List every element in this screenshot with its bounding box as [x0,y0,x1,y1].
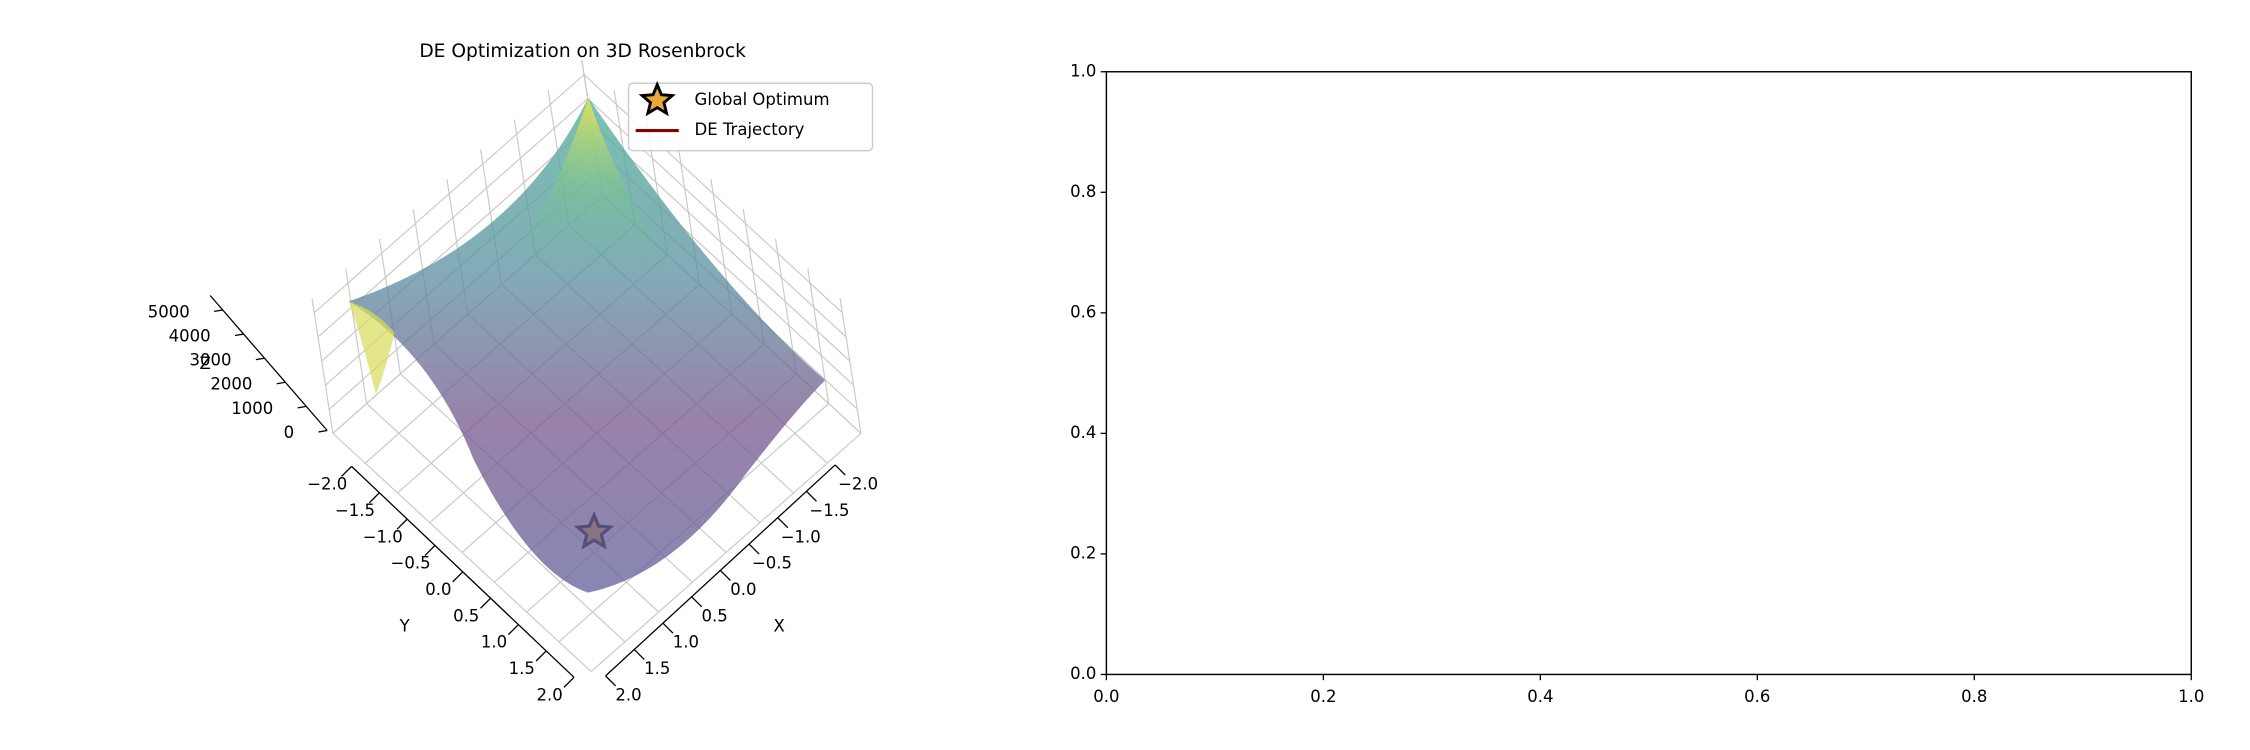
y-axis-label: Y [399,617,411,636]
y-tick-label: 0.0 [425,580,451,599]
tick [297,405,307,409]
x-axis-line [605,464,836,677]
plot-area: DE Optimization on 3D Rosenbrock −2.0 −1.… [148,41,2205,706]
z-tick-label: 3000 [189,351,231,370]
tick [691,596,703,608]
legend-box [627,82,874,152]
tick [507,624,519,636]
legend-label: Global Optimum [695,90,830,109]
grid-line [583,74,843,314]
tick [424,545,436,556]
axes-frame [1105,71,2192,676]
y-tick-label: 1.0 [481,633,507,652]
z-axis-label: Z [200,354,211,373]
axes-3d: −2.0−1.5−1.0−0.50.00.51.01.52.0−2.0−1.5−… [148,295,878,704]
tick [605,675,617,687]
y-tick-label: −0.5 [391,554,431,573]
z-axis-line [209,295,328,431]
y-tick-label: −1.0 [363,527,403,546]
grid-line [807,268,830,404]
surface-peak [348,301,395,395]
x-tick-label: −2.0 [838,475,878,494]
surface [348,97,826,593]
x-tick-label: −1.0 [781,527,821,546]
x-tick-label: 0.0 [730,580,756,599]
grid-line [313,74,585,314]
x-tick-label: 0.6 [1744,687,1770,706]
tick [213,309,223,313]
x-tick-label: 0.0 [1093,687,1119,706]
grid-line [590,432,862,673]
tick [719,569,731,581]
surface-peak [473,97,718,331]
tick [834,464,846,476]
y-tick-label: 2.0 [536,685,562,704]
y-tick-label: 0.0 [1070,664,1096,683]
x-tick-label: −1.5 [809,501,849,520]
y-axis-line [351,465,575,678]
tick [662,622,674,634]
grid-line [345,268,368,404]
z-tick-label: 2000 [210,375,252,394]
chart-title: DE Optimization on 3D Rosenbrock [419,41,746,62]
x-tick-label: 1.0 [673,633,699,652]
tick [276,381,286,385]
tick [255,357,265,361]
x-tick-label: 0.5 [702,606,728,625]
y-tick-label: 1.0 [1070,61,1096,80]
y-tick-label: −2.0 [307,475,347,494]
legend: Global Optimum DE Trajectory [627,80,874,152]
tick [535,650,547,662]
tick [234,333,244,337]
z-tick-label: 1000 [231,399,273,418]
grid-line [311,298,334,434]
z-tick-label: 4000 [169,326,211,345]
legend-label: DE Trajectory [695,120,805,139]
y-tick-label: 0.2 [1070,543,1096,562]
y-tick-label: 1.5 [509,659,535,678]
x-axis-label: X [774,617,785,636]
legend-marker [638,80,676,117]
x-tick-label: 0.8 [1961,687,1987,706]
y-tick-label: 0.4 [1070,423,1096,442]
y-tick-label: 0.6 [1070,302,1096,321]
x-tick-label: −0.5 [752,554,792,573]
x-tick-label: 0.2 [1310,687,1336,706]
z-tick-label: 0 [284,423,295,442]
x-tick-label: 1.5 [644,659,670,678]
z-tick-label: 5000 [148,302,190,321]
tick [480,597,492,609]
y-tick-label: −1.5 [335,501,375,520]
y-tick-label: 0.8 [1070,182,1096,201]
tick [452,571,464,583]
grid-line [591,122,851,362]
tick [748,543,760,555]
tick [318,429,328,433]
grid-line [839,298,862,434]
tick [368,492,380,504]
tick [396,518,408,530]
y-tick-label: 0.5 [453,606,479,625]
x-tick-label: 0.4 [1527,687,1553,706]
axes-2d: 0.0 0.2 0.4 0.6 0.8 1.0 0.0 0.2 0.4 0.6 0.8 1.0 [1070,61,2204,706]
tick [341,465,353,477]
tick [633,649,645,661]
x-tick-label: 1.0 [2178,687,2204,706]
tick [806,490,817,502]
x-tick-label: 2.0 [615,685,641,704]
tick [563,676,575,688]
tick [777,517,789,529]
